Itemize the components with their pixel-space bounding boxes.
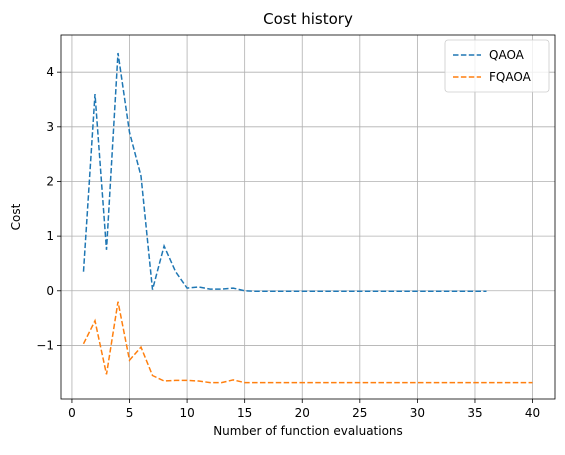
x-tick-label: 10 [179,406,194,420]
legend: QAOA FQAOA [445,40,549,92]
y-tick-label: 2 [46,174,54,188]
y-tick-label: −1 [36,338,54,352]
y-tick-label: 4 [46,65,54,79]
x-tick-label: 25 [352,406,367,420]
x-tick-label: 0 [68,406,76,420]
y-tick-label: 0 [46,284,54,298]
x-tick-label: 5 [126,406,134,420]
x-tick-label: 35 [467,406,482,420]
legend-label-qaoa: QAOA [489,48,525,62]
x-tick-label: 30 [410,406,425,420]
x-axis-label: Number of function evaluations [213,424,403,438]
y-axis-label: Cost [9,203,23,230]
y-tick-label: 1 [46,229,54,243]
x-tick-label: 40 [525,406,540,420]
x-tick-label: 15 [237,406,252,420]
y-tick-label: 3 [46,120,54,134]
x-tick-label: 20 [295,406,310,420]
chart-title: Cost history [263,10,353,28]
legend-label-fqaoa: FQAOA [489,70,532,84]
